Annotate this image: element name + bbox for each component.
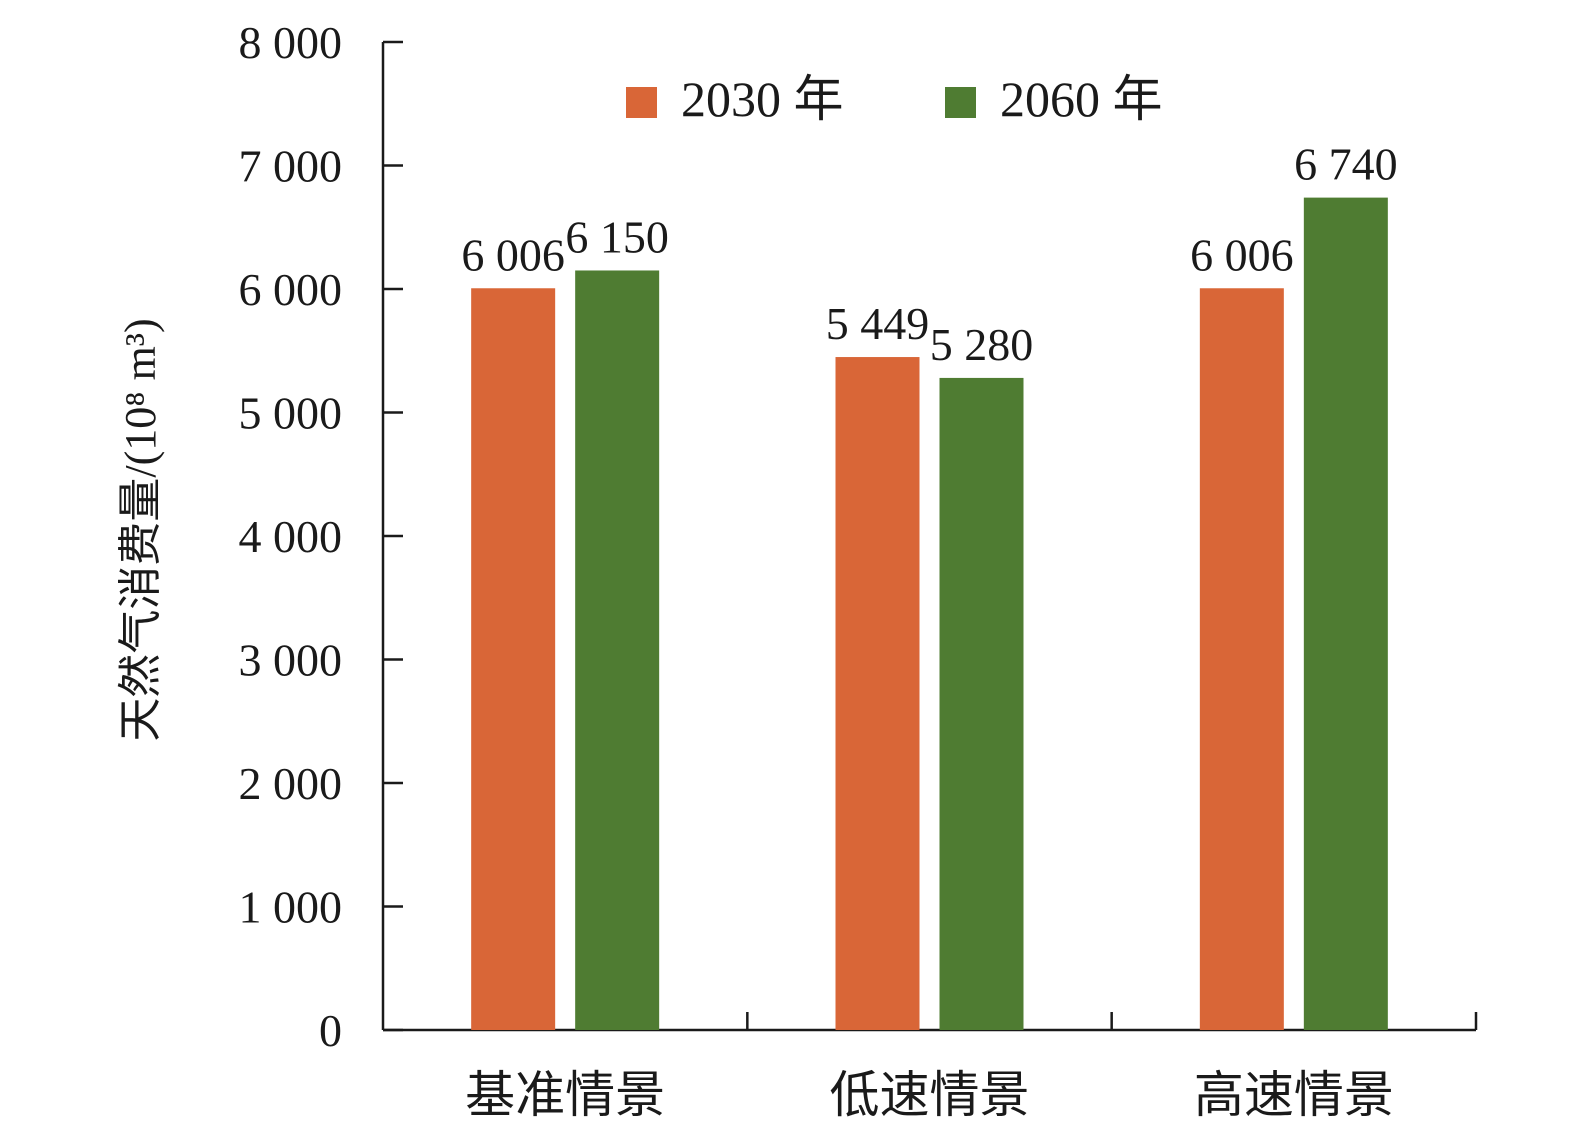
y-tick-label: 7 000	[239, 141, 343, 192]
data-label: 6 150	[565, 211, 669, 262]
data-label: 5 280	[930, 319, 1034, 370]
x-category-label: 基准情景	[465, 1067, 665, 1123]
bar	[835, 357, 920, 1031]
bar	[1199, 288, 1284, 1030]
y-tick-label: 8 000	[239, 17, 343, 68]
legend-label: 2060 年	[1000, 71, 1163, 127]
x-axis: 基准情景 低速情景 高速情景	[383, 1012, 1478, 1123]
legend-label: 2030 年	[681, 71, 844, 127]
x-category-label: 高速情景	[1194, 1067, 1394, 1123]
y-tick-label: 4 000	[239, 511, 343, 562]
bar	[471, 288, 556, 1030]
legend-swatch	[626, 87, 657, 118]
y-axis: 0 1 000 2 000 3 000 4 000 5 000 6 000 7 000 8 00…	[239, 17, 403, 1056]
legend: 2030 年 2060 年	[626, 71, 1163, 127]
y-tick-label: 3 000	[239, 635, 343, 686]
bar	[939, 377, 1024, 1030]
y-tick-label: 0	[319, 1005, 342, 1056]
legend-swatch	[945, 87, 976, 118]
data-label: 6 006	[1190, 229, 1294, 280]
y-tick-label: 1 000	[239, 882, 343, 933]
y-tick-label: 2 000	[239, 758, 343, 809]
bars	[471, 197, 1388, 1031]
x-category-label: 低速情景	[830, 1067, 1030, 1123]
data-label: 5 449	[826, 298, 930, 349]
y-tick-label: 5 000	[239, 388, 343, 439]
data-label: 6 740	[1294, 139, 1398, 190]
bar	[575, 270, 660, 1031]
y-tick-label: 6 000	[239, 264, 343, 315]
bar	[1303, 197, 1388, 1031]
y-axis-title: 天然气消费量/(10⁸ m³)	[116, 318, 165, 741]
data-label: 6 006	[461, 229, 565, 280]
